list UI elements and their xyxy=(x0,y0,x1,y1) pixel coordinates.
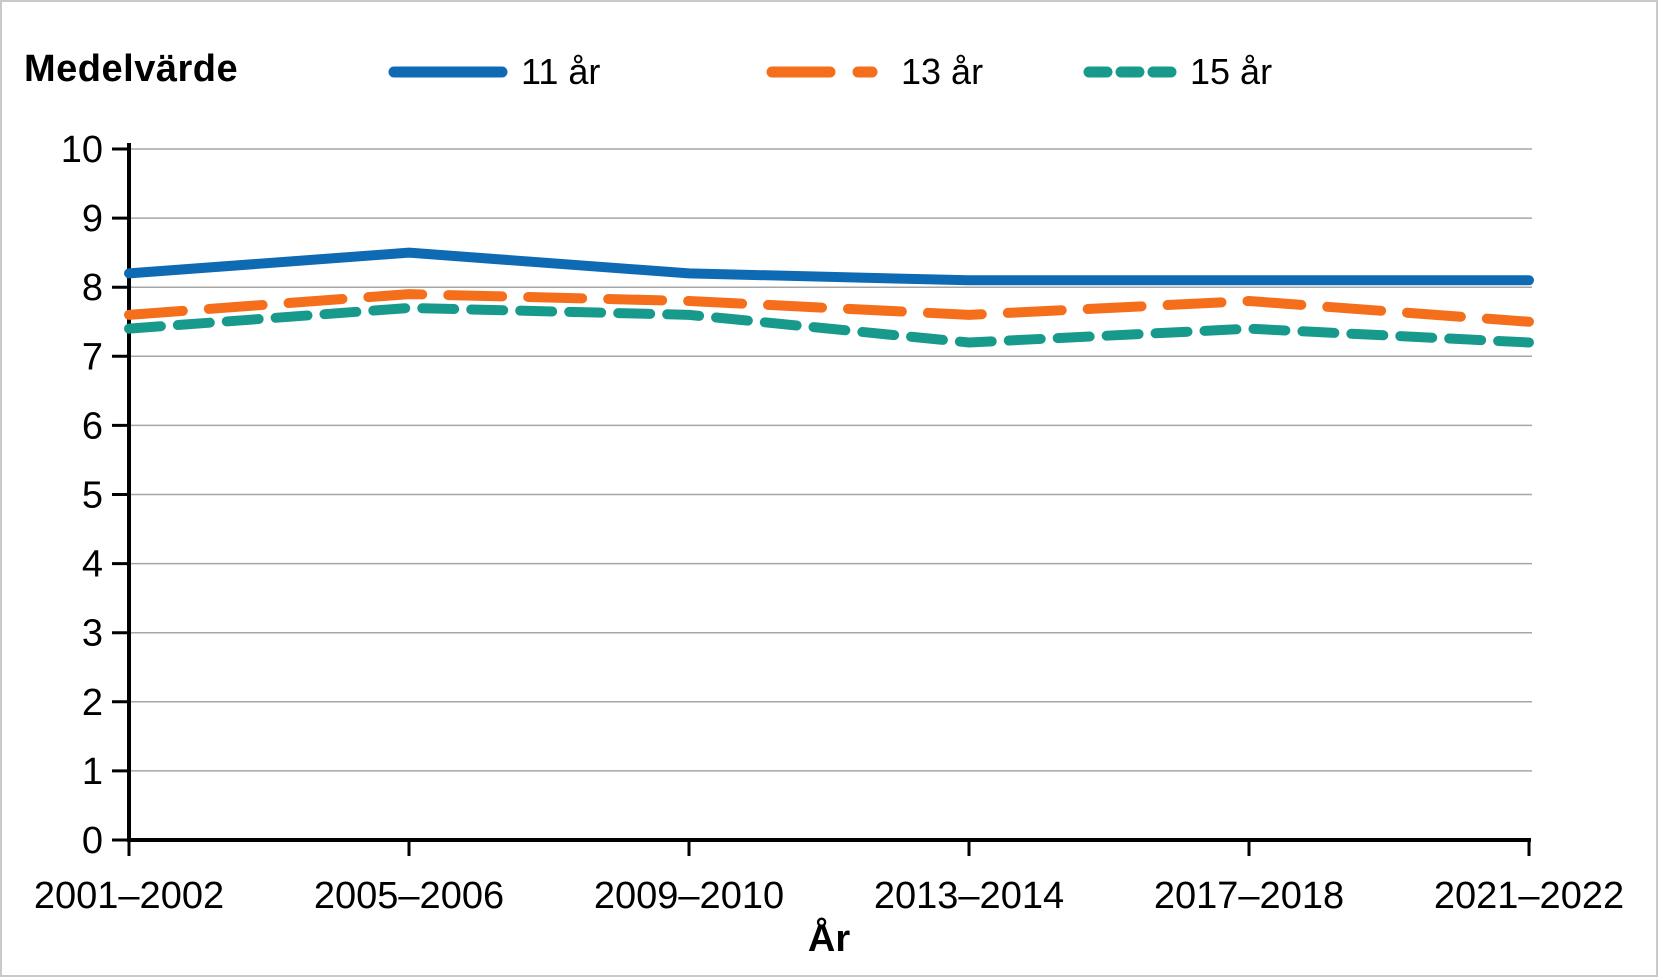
legend-item-15ar: 15 år xyxy=(1082,50,1272,94)
x-axis-title: År xyxy=(807,918,851,960)
x-tick-label: 2009–2010 xyxy=(594,875,784,917)
x-tick-label: 2013–2014 xyxy=(874,875,1064,917)
x-tick-label: 2021–2022 xyxy=(1434,875,1624,917)
legend-label: 11 år xyxy=(521,51,601,92)
legend-swatch-dash-line-icon xyxy=(1083,66,1177,78)
legend-item-13ar: 13 år xyxy=(765,50,983,94)
series-line-11-år xyxy=(124,247,1534,286)
y-tick-label: 10 xyxy=(61,129,103,171)
y-tick-label: 3 xyxy=(82,613,103,655)
y-axis-title: Medelvärde xyxy=(24,48,239,90)
x-tick-label: 2017–2018 xyxy=(1154,875,1344,917)
legend-item-11ar: 11 år xyxy=(387,50,600,94)
y-tick-label: 4 xyxy=(82,544,103,586)
y-tick-label: 8 xyxy=(82,267,103,309)
series-line-13-år xyxy=(124,289,1534,327)
y-tick-label: 2 xyxy=(82,682,103,724)
x-tick-label: 2001–2002 xyxy=(34,875,224,917)
legend-swatch-solid-line-icon xyxy=(388,66,508,78)
legend-label: 15 år xyxy=(1190,51,1273,92)
legend-swatch-long-dash-line-icon xyxy=(766,66,889,78)
y-tick-label: 9 xyxy=(82,198,103,240)
y-tick-label: 1 xyxy=(82,751,103,793)
x-tick-label: 2005–2006 xyxy=(314,875,504,917)
series-line-15-år xyxy=(124,302,1534,348)
y-tick-label: 5 xyxy=(82,475,103,517)
y-tick-label: 0 xyxy=(82,820,103,862)
legend-label: 13 år xyxy=(901,51,984,92)
y-tick-label: 6 xyxy=(82,405,103,447)
y-tick-label: 7 xyxy=(82,336,103,378)
